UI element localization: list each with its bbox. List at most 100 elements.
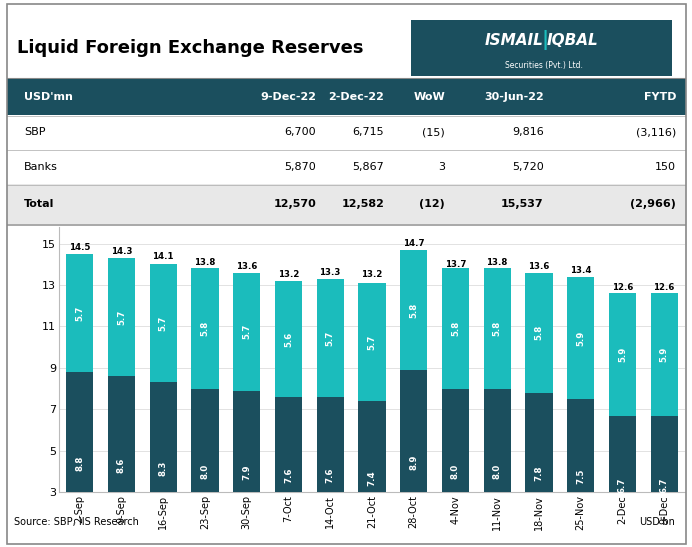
Bar [525, 272, 552, 393]
Text: 14.1: 14.1 [152, 252, 174, 260]
Text: 14.5: 14.5 [69, 243, 91, 252]
Bar [149, 382, 176, 547]
Text: 14.7: 14.7 [403, 239, 424, 248]
Text: Total: Total [24, 199, 54, 209]
Text: 8.0: 8.0 [493, 464, 502, 479]
Text: 7.9: 7.9 [242, 465, 251, 480]
Text: 13.4: 13.4 [570, 266, 592, 275]
Text: 8.9: 8.9 [409, 455, 418, 470]
Text: 6.7: 6.7 [618, 478, 627, 493]
Bar [609, 293, 636, 416]
Bar [525, 393, 552, 547]
Text: 7.4: 7.4 [367, 470, 376, 486]
Text: 5.8: 5.8 [409, 302, 418, 318]
Bar [411, 20, 671, 76]
Bar [400, 250, 427, 370]
Text: 15,537: 15,537 [501, 199, 544, 209]
Text: FYTD: FYTD [644, 92, 676, 102]
Text: 7.8: 7.8 [534, 466, 543, 481]
Bar [650, 416, 677, 547]
Bar [609, 416, 636, 547]
Text: 13.3: 13.3 [320, 268, 341, 277]
Text: 5.8: 5.8 [493, 321, 502, 336]
Text: 13.6: 13.6 [528, 262, 549, 271]
Text: 5.7: 5.7 [75, 305, 84, 321]
Text: 5.7: 5.7 [367, 334, 376, 350]
Bar [442, 269, 469, 389]
Text: 2-Dec-22: 2-Dec-22 [328, 92, 384, 102]
Text: USD'mn: USD'mn [24, 92, 73, 102]
Text: Liquid Foreign Exchange Reserves: Liquid Foreign Exchange Reserves [17, 39, 363, 57]
Text: 12.6: 12.6 [612, 283, 633, 292]
Text: 30-Jun-22: 30-Jun-22 [484, 92, 544, 102]
Bar [317, 279, 344, 397]
Text: 13.6: 13.6 [236, 262, 257, 271]
Text: 13.7: 13.7 [445, 260, 466, 269]
Text: 5.7: 5.7 [326, 330, 335, 346]
Bar [149, 264, 176, 382]
Text: IQBAL: IQBAL [547, 33, 598, 48]
Text: 8.0: 8.0 [201, 464, 210, 479]
Text: Source: SBP, IIS Research: Source: SBP, IIS Research [14, 517, 138, 527]
Text: 13.2: 13.2 [361, 270, 383, 279]
Text: 5.7: 5.7 [117, 310, 126, 325]
Text: Securities (Pvt.) Ltd.: Securities (Pvt.) Ltd. [505, 61, 583, 70]
Text: (3,116): (3,116) [636, 127, 676, 137]
Text: 5.8: 5.8 [534, 325, 543, 340]
Text: 5.6: 5.6 [284, 331, 293, 347]
Text: (15): (15) [423, 127, 445, 137]
Text: 9,816: 9,816 [512, 127, 544, 137]
Text: 8.0: 8.0 [451, 464, 460, 479]
Text: 13.8: 13.8 [194, 258, 216, 267]
Text: 13.2: 13.2 [277, 270, 299, 279]
Text: |: | [542, 30, 549, 50]
Text: 8.6: 8.6 [117, 458, 126, 473]
Text: 5.9: 5.9 [576, 330, 585, 346]
Bar [108, 258, 135, 376]
Bar [66, 372, 93, 547]
Text: 12,582: 12,582 [341, 199, 384, 209]
Text: USD'bn: USD'bn [639, 517, 675, 527]
Bar [650, 293, 677, 416]
Text: 12.6: 12.6 [653, 283, 675, 292]
Text: 8.8: 8.8 [75, 456, 84, 471]
Text: 14.3: 14.3 [111, 247, 132, 257]
Text: 5.7: 5.7 [158, 316, 167, 331]
Text: 5,870: 5,870 [284, 161, 316, 172]
Bar [275, 281, 302, 397]
Bar [233, 391, 260, 547]
Text: 6,700: 6,700 [284, 127, 316, 137]
Text: 3: 3 [438, 161, 445, 172]
Text: 7.5: 7.5 [576, 469, 585, 485]
Text: 5.9: 5.9 [618, 347, 627, 362]
Text: 6.7: 6.7 [659, 478, 668, 493]
Bar [567, 399, 594, 547]
Text: ISMAIL: ISMAIL [485, 33, 544, 48]
Text: (12): (12) [419, 199, 445, 209]
Text: 12,570: 12,570 [273, 199, 316, 209]
Bar [192, 389, 219, 547]
Text: 150: 150 [655, 161, 676, 172]
Text: 5,720: 5,720 [512, 161, 544, 172]
Bar [358, 283, 385, 401]
Text: 5,867: 5,867 [352, 161, 384, 172]
Text: 13.8: 13.8 [486, 258, 508, 267]
Text: 9-Dec-22: 9-Dec-22 [260, 92, 316, 102]
Bar [66, 254, 93, 372]
Text: 5.8: 5.8 [201, 321, 210, 336]
Text: 5.7: 5.7 [242, 324, 251, 339]
Text: 5.9: 5.9 [659, 347, 668, 362]
Text: 5.8: 5.8 [451, 321, 460, 336]
Text: (2,966): (2,966) [630, 199, 676, 209]
Bar [317, 397, 344, 547]
Bar [442, 389, 469, 547]
Bar [400, 370, 427, 547]
Text: 6,715: 6,715 [352, 127, 384, 137]
Text: 7.6: 7.6 [284, 468, 293, 484]
Bar [108, 376, 135, 547]
Bar [275, 397, 302, 547]
Text: 8.3: 8.3 [158, 461, 167, 476]
Bar [484, 389, 511, 547]
Bar [484, 269, 511, 389]
Text: Banks: Banks [24, 161, 58, 172]
